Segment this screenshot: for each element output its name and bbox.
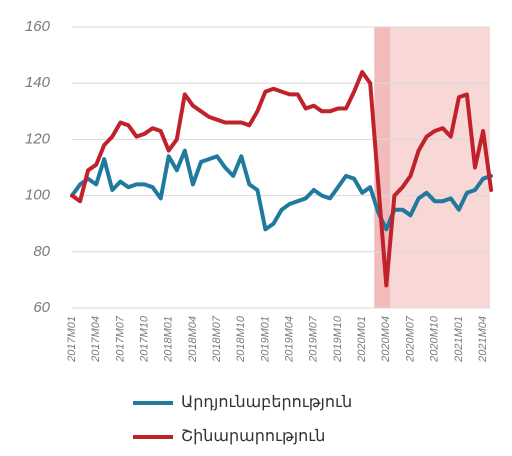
x-tick-label: 2017M01 <box>66 316 78 363</box>
series-line <box>70 70 494 288</box>
x-tick-label: 2018M01 <box>163 316 175 363</box>
x-tick-label: 2017M04 <box>90 316 102 363</box>
x-tick-label: 2018M10 <box>235 315 247 363</box>
x-tick-label: 2021M01 <box>453 316 465 363</box>
y-tick-label: 160 <box>25 18 51 35</box>
y-tick-label: 120 <box>25 130 51 147</box>
x-tick-label: 2019M10 <box>332 315 344 363</box>
shaded-region <box>374 27 391 308</box>
x-tick-label: 2017M07 <box>114 315 126 363</box>
x-tick-label: 2017M10 <box>138 315 150 363</box>
y-tick-label: 60 <box>33 299 50 316</box>
x-tick-label: 2020M07 <box>404 315 416 363</box>
x-tick-label: 2020M04 <box>380 316 392 363</box>
x-tick-label: 2019M01 <box>259 316 271 363</box>
legend-label: Արդյունաբերություն <box>181 394 352 411</box>
x-tick-label: 2020M10 <box>429 315 441 363</box>
x-tick-label: 2021M04 <box>477 316 489 363</box>
x-tick-label: 2020M01 <box>356 316 368 363</box>
y-tick-label: 80 <box>33 243 50 260</box>
x-tick-label: 2019M07 <box>308 315 320 363</box>
series-line <box>70 148 494 232</box>
x-tick-label: 2019M04 <box>284 316 296 363</box>
x-tick-label: 2018M07 <box>211 315 223 363</box>
x-tick-label: 2018M04 <box>187 316 199 363</box>
y-tick-label: 100 <box>25 187 51 204</box>
y-tick-label: 140 <box>25 74 51 91</box>
legend-label: Շինարարություն <box>181 428 325 445</box>
